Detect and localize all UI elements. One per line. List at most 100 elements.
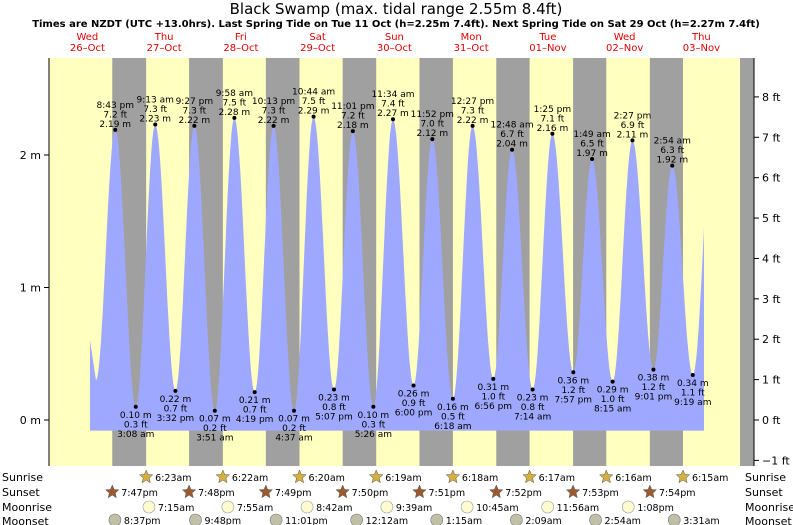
right-tick-label: 0 ft: [762, 414, 781, 427]
sunrise-icon: [675, 469, 691, 484]
tide-label: 1.2 ft: [561, 386, 585, 396]
moonset-icon: [510, 513, 523, 525]
tide-area: [90, 116, 704, 431]
day-date: 03–Nov: [683, 43, 720, 54]
right-tick-label: 4 ft: [762, 252, 781, 265]
day-name: Tue: [538, 32, 556, 43]
sunrise-icon: [138, 469, 154, 484]
tide-point: [192, 123, 197, 128]
moonrise-time: 9:39am: [396, 503, 432, 514]
tide-point: [430, 137, 435, 142]
tide-point: [292, 408, 297, 413]
tide-label: 1:25 pm: [534, 105, 572, 115]
moonrise-icon: [380, 500, 394, 514]
tide-label: 0.34 m: [677, 379, 709, 389]
sunrise-time: 6:22am: [232, 473, 268, 484]
tide-label: 1.1 ft: [681, 388, 705, 398]
tide-label: 4:19 pm: [236, 415, 274, 425]
tide-label: 7.3 ft: [262, 106, 286, 116]
sunrise-time: 6:18am: [462, 473, 498, 484]
tide-label: 7.4 ft: [381, 100, 405, 110]
tide-point: [610, 379, 615, 384]
sunrise-time: 6:23am: [155, 473, 191, 484]
tide-label: 0.07 m: [278, 415, 310, 425]
tide-label: 12:27 pm: [451, 97, 494, 107]
sunrise-label-left: Sunrise: [2, 471, 43, 484]
moonset-icon: [350, 513, 363, 525]
tide-label: 2.12 m: [416, 129, 448, 139]
tide-label: 0.3 ft: [362, 420, 386, 430]
tide-label: 0.10 m: [358, 411, 390, 421]
tide-point: [510, 147, 515, 152]
day-date: 29–Oct: [300, 43, 335, 54]
moonset-time: 11:01pm: [285, 516, 328, 525]
tide-point: [271, 123, 276, 128]
tide-label: 3:51 am: [196, 434, 233, 444]
moonset-time: 2:54am: [605, 516, 641, 525]
sunrise-time: 6:17am: [539, 473, 575, 484]
tide-label: 11:34 am: [371, 90, 414, 100]
tide-label: 6.3 ft: [660, 146, 684, 156]
day-date: 31–Oct: [454, 43, 489, 54]
tide-label: 7.2 ft: [341, 112, 365, 122]
moonset-icon: [667, 513, 681, 525]
tide-label: 9:58 am: [216, 89, 253, 99]
moonrise-label-left: Moonrise: [2, 501, 52, 514]
tide-label: 2.22 m: [457, 116, 489, 126]
tide-label: 10:44 am: [292, 88, 335, 98]
tide-label: 6:18 am: [434, 422, 471, 432]
moonset-icon: [430, 513, 444, 525]
tide-point: [133, 404, 138, 409]
chart-subtitle: Times are NZDT (UTC +13.0hrs). Last Spri…: [32, 19, 760, 30]
day-date: 01–Nov: [529, 43, 566, 54]
tide-label: 7.0 ft: [420, 120, 444, 130]
day-headers: Wed26–OctThu27–OctFri28–OctSat29–OctSun3…: [70, 32, 720, 54]
tide-label: 0.10 m: [120, 411, 152, 421]
tide-label: 9:19 am: [674, 398, 711, 408]
tide-label: 0.22 m: [160, 395, 192, 405]
tide-label: 0.36 m: [557, 376, 589, 386]
moonrise-time: 7:15am: [158, 503, 194, 514]
tide-point: [173, 388, 178, 393]
tide-label: 1.0 ft: [481, 392, 505, 402]
moonrise-icon: [541, 500, 554, 514]
tide-point: [630, 138, 635, 143]
tide-point: [470, 123, 475, 128]
moonset-label-right: Moonset: [745, 515, 792, 525]
tide-label: 1.97 m: [576, 149, 608, 159]
sunset-icon: [335, 484, 350, 499]
tide-point: [651, 367, 656, 372]
tide-label: 0.8 ft: [322, 403, 346, 413]
tide-label: 9:13 am: [137, 96, 174, 106]
left-tick-label: 1 m: [20, 282, 41, 295]
tide-label: 0.38 m: [638, 374, 670, 384]
tide-label: 7:57 pm: [555, 395, 593, 405]
moonrise-icon: [221, 500, 235, 514]
tide-labels: 8:43 pm7.2 ft2.19 m0.10 m0.3 ft3:08 am9:…: [96, 88, 711, 444]
tide-label: 5:07 pm: [315, 413, 353, 423]
tide-point: [331, 387, 336, 392]
tide-label: 0.7 ft: [164, 404, 188, 414]
left-tick-label: 0 m: [20, 414, 41, 427]
tide-label: 7.5 ft: [302, 97, 326, 107]
moonrise-icon: [621, 500, 635, 514]
tide-label: 2.23 m: [139, 115, 171, 125]
tide-label: 0.31 m: [477, 383, 509, 393]
tide-label: 7.3 ft: [461, 106, 485, 116]
sunset-icon: [258, 484, 274, 499]
tide-label: 0.2 ft: [203, 424, 227, 434]
tide-label: 0.8 ft: [521, 403, 545, 413]
moonset-time: 1:15am: [446, 516, 482, 525]
tide-label: 2.27 m: [377, 109, 409, 119]
day-date: 30–Oct: [377, 43, 412, 54]
day-name: Sat: [309, 32, 325, 43]
day-name: Sun: [385, 32, 404, 43]
tide-point: [491, 376, 496, 381]
right-tick-label: 5 ft: [762, 212, 781, 225]
moonrise-icon: [142, 500, 156, 514]
sunrise-icon: [215, 469, 231, 484]
sunrise-icon: [598, 469, 614, 484]
moonrise-time: 8:42am: [316, 503, 352, 514]
moonset-time: 9:48pm: [204, 516, 241, 525]
